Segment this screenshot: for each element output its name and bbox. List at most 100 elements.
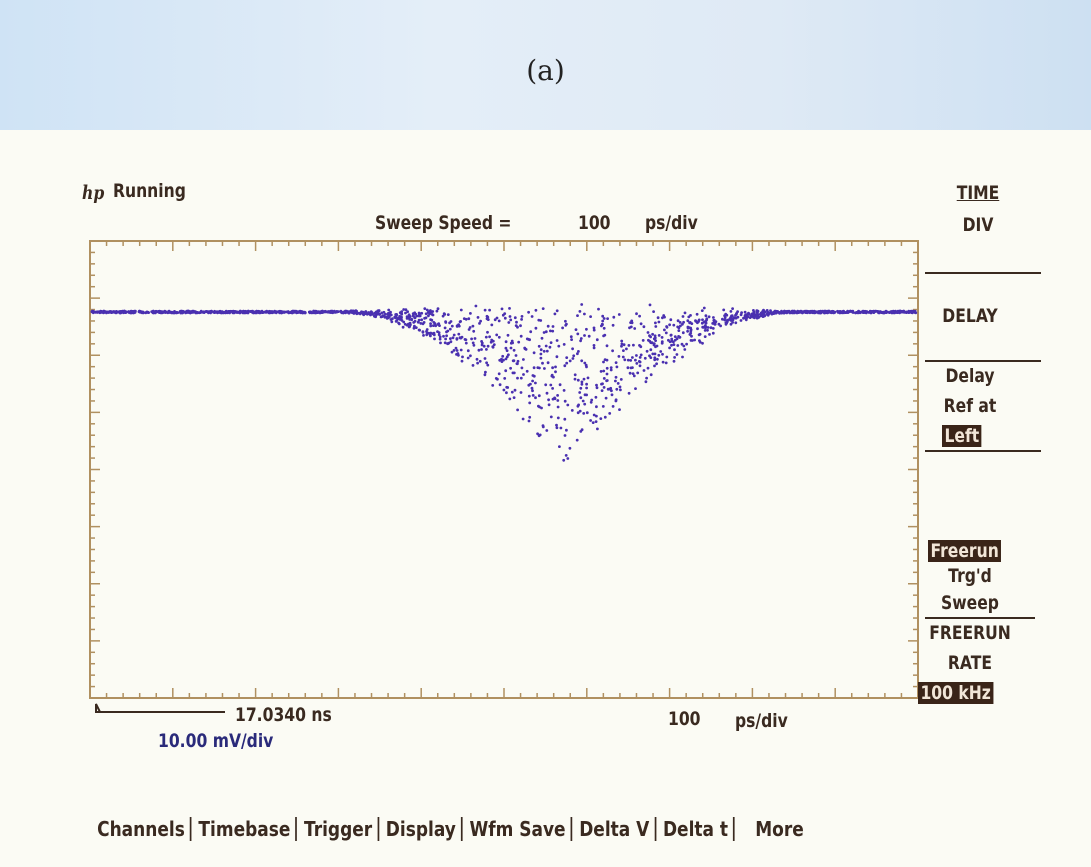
trace-dot (849, 310, 852, 313)
trace-dot (824, 311, 827, 314)
trace-dot (856, 311, 859, 314)
menu-item[interactable]: Delta V (574, 817, 656, 841)
trace-dot (547, 398, 550, 401)
menu-item[interactable]: Display (381, 817, 463, 841)
trace-dot (538, 394, 541, 397)
trace-dot (484, 309, 487, 312)
softkey[interactable]: Ref at (921, 395, 1019, 417)
trace-dot (655, 362, 658, 365)
trace-dot (740, 319, 743, 322)
trace-dot (445, 334, 448, 337)
trace-dot (503, 312, 506, 315)
menu-item[interactable]: Trigger (299, 817, 379, 841)
menu-item[interactable]: Wfm Save (464, 817, 572, 841)
trace-dot (583, 313, 586, 316)
trace-dot (653, 342, 656, 345)
trace-dot (171, 311, 174, 314)
trace-dot (425, 330, 428, 333)
trace-dot (694, 320, 697, 323)
trace-dot (629, 321, 632, 324)
trace-dot (601, 382, 604, 385)
trace-dot (477, 316, 480, 319)
menu-item[interactable]: More (750, 817, 809, 841)
trace-dot (595, 396, 598, 399)
trace-dot (574, 378, 577, 381)
trace-dot (153, 311, 156, 314)
softkey[interactable]: Trg'd (921, 565, 1019, 587)
trace-dot (229, 310, 232, 313)
trace-dot (649, 336, 652, 339)
trace-dot (642, 339, 645, 342)
divider (925, 360, 1041, 362)
trace-dot (528, 416, 531, 419)
trace-dot (517, 341, 520, 344)
trace-dot (498, 336, 501, 339)
trace-dot (472, 325, 475, 328)
trace-dot (612, 324, 615, 327)
trace-dot (771, 311, 774, 314)
trace-dot (900, 310, 903, 313)
trace-dot (526, 338, 529, 341)
trace-dot (766, 309, 769, 312)
softkey[interactable]: DELAY (921, 305, 1019, 327)
trace-dot (467, 357, 470, 360)
trace-dot (701, 309, 704, 312)
softkey[interactable]: Delay (921, 365, 1019, 387)
trace-dot (627, 359, 630, 362)
trace-dot (666, 326, 669, 329)
trace-dot (549, 330, 552, 333)
trace-dot (673, 348, 676, 351)
trace-dot (590, 401, 593, 404)
trace-dot (508, 307, 511, 310)
trace-dot (704, 329, 707, 332)
trace-dot (461, 356, 464, 359)
trace-dot (667, 339, 670, 342)
menu-item[interactable]: Channels (92, 817, 192, 841)
trace-dot (564, 434, 567, 437)
trace-dot (580, 337, 583, 340)
trace-dot (343, 311, 346, 314)
trace-dot (551, 387, 554, 390)
softkey[interactable]: FREERUN (921, 622, 1019, 644)
trace-dot (561, 327, 564, 330)
trace-dot (618, 313, 621, 316)
trace-dot (527, 311, 530, 314)
trace-dot (713, 319, 716, 322)
trace-dot (537, 319, 540, 322)
trace-dot (571, 347, 574, 350)
trace-dot (545, 429, 548, 432)
trace-dot (621, 343, 624, 346)
softkey[interactable]: Sweep (921, 592, 1019, 614)
trace-dot (542, 424, 545, 427)
trace-dot (456, 349, 459, 352)
trace-dot (542, 307, 545, 310)
trace-dot (355, 310, 358, 313)
trace-dot (663, 329, 666, 332)
trace-dot (509, 315, 512, 318)
trace-dot (589, 419, 592, 422)
trace-dot (507, 353, 510, 356)
menu-item[interactable]: Timebase (193, 817, 297, 841)
trace-dot (422, 331, 425, 334)
trace-dot (522, 418, 525, 421)
trace-dot (528, 402, 531, 405)
softkey-title: TIME (929, 182, 1027, 204)
trace-dot (800, 310, 803, 313)
softkey[interactable]: RATE (921, 652, 1019, 674)
trace-dot (595, 405, 598, 408)
trace-dot (551, 366, 554, 369)
trace-dot (555, 424, 558, 427)
trace-dot (808, 311, 811, 314)
trace-dot (425, 316, 428, 319)
trace-dot (672, 324, 675, 327)
trace-dot (677, 329, 680, 332)
trace-dot (815, 310, 818, 313)
trace-dot (195, 312, 198, 315)
menu-item[interactable]: Delta t (658, 817, 735, 841)
trace-dot (483, 345, 486, 348)
trace-dot (514, 389, 517, 392)
trace-dot (460, 309, 463, 312)
trace-dot (907, 310, 910, 313)
trace-dot (261, 311, 264, 314)
trace-dot (606, 373, 609, 376)
